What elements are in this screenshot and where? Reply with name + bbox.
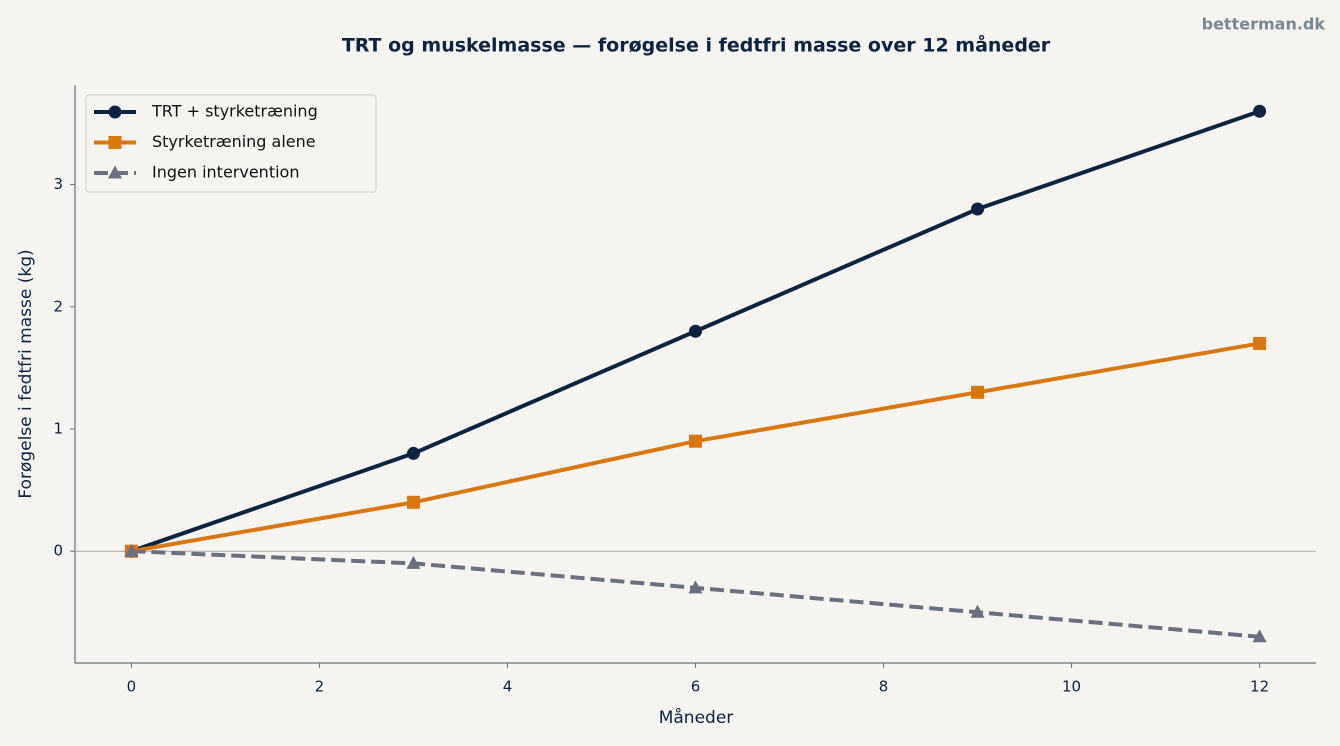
x-tick-label: 6: [691, 678, 701, 696]
marker: [406, 495, 420, 509]
marker: [1252, 629, 1267, 643]
marker: [1253, 336, 1267, 350]
chart-title: TRT og muskelmasse — forøgelse i fedtfri…: [342, 33, 1051, 57]
y-tick-label: 1: [53, 419, 63, 437]
marker: [688, 580, 703, 594]
marker: [689, 434, 702, 448]
legend-label: Styrketræning alene: [152, 132, 316, 151]
marker: [108, 105, 122, 119]
x-tick-label: 0: [127, 678, 137, 696]
x-tick-label: 2: [315, 678, 325, 696]
marker: [108, 165, 122, 179]
legend-label: TRT + styrketræning: [151, 102, 318, 121]
legend-box: [85, 94, 377, 193]
marker: [124, 543, 139, 557]
y-tick-label: 3: [53, 175, 63, 193]
marker: [406, 446, 420, 460]
y-axis-label: Forøgelse i fedtfri masse (kg): [16, 249, 36, 498]
y-tick-label: 0: [53, 542, 63, 560]
marker: [970, 604, 985, 618]
x-tick-label: 4: [503, 678, 513, 696]
marker: [108, 136, 122, 149]
x-tick-label: 12: [1250, 678, 1269, 696]
y-tick-label: 2: [53, 297, 63, 315]
x-tick-label: 10: [1062, 678, 1081, 696]
x-tick-label: 8: [879, 678, 889, 696]
legend-label: Ingen intervention: [152, 163, 299, 182]
marker: [971, 385, 985, 399]
marker: [1253, 104, 1267, 118]
marker: [406, 555, 421, 569]
watermark: betterman.dk: [1202, 15, 1326, 34]
marker: [689, 324, 702, 338]
x-axis-label: Måneder: [659, 707, 734, 728]
marker: [971, 202, 985, 216]
